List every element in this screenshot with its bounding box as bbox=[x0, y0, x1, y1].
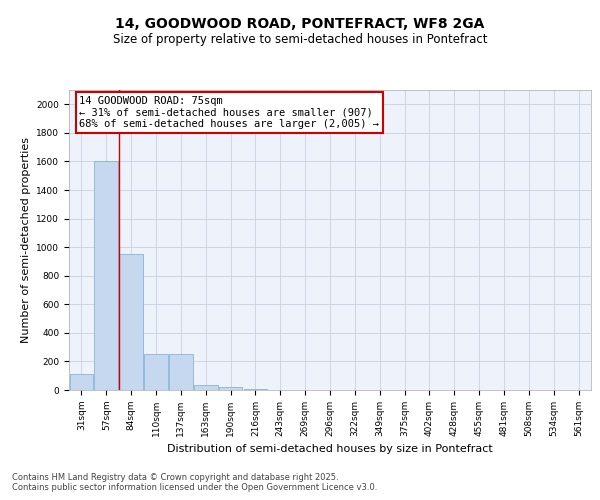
Text: Size of property relative to semi-detached houses in Pontefract: Size of property relative to semi-detach… bbox=[113, 32, 487, 46]
Bar bbox=[144, 354, 168, 390]
Bar bbox=[94, 162, 118, 390]
Text: Contains public sector information licensed under the Open Government Licence v3: Contains public sector information licen… bbox=[12, 484, 377, 492]
X-axis label: Distribution of semi-detached houses by size in Pontefract: Distribution of semi-detached houses by … bbox=[167, 444, 493, 454]
Bar bbox=[194, 385, 218, 390]
Text: 14, GOODWOOD ROAD, PONTEFRACT, WF8 2GA: 14, GOODWOOD ROAD, PONTEFRACT, WF8 2GA bbox=[115, 18, 485, 32]
Bar bbox=[219, 387, 242, 390]
Bar bbox=[169, 354, 193, 390]
Bar bbox=[119, 254, 143, 390]
Text: 14 GOODWOOD ROAD: 75sqm
← 31% of semi-detached houses are smaller (907)
68% of s: 14 GOODWOOD ROAD: 75sqm ← 31% of semi-de… bbox=[79, 96, 379, 129]
Y-axis label: Number of semi-detached properties: Number of semi-detached properties bbox=[21, 137, 31, 343]
Bar bbox=[70, 374, 93, 390]
Text: Contains HM Land Registry data © Crown copyright and database right 2025.: Contains HM Land Registry data © Crown c… bbox=[12, 472, 338, 482]
Bar bbox=[244, 388, 267, 390]
